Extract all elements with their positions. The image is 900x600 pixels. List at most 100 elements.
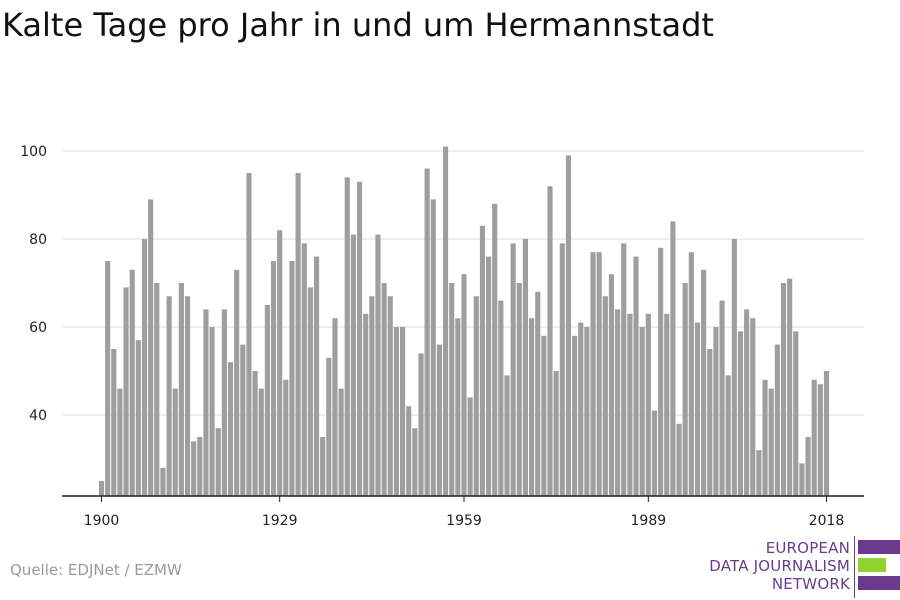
bar: [406, 406, 412, 496]
bar: [615, 309, 621, 496]
bar: [596, 252, 602, 496]
bar: [172, 388, 178, 496]
source-note: Quelle: EDJNet / EZMW: [10, 561, 182, 579]
bar: [676, 423, 682, 496]
bar: [479, 225, 485, 497]
bar: [516, 283, 522, 496]
bar: [713, 327, 719, 496]
bar: [762, 379, 768, 496]
bar: [350, 234, 356, 496]
bar: [541, 335, 547, 496]
logo-text-line3: NETWORK: [771, 575, 850, 593]
y-tick-label: 80: [29, 232, 47, 248]
logo-text-line1: EUROPEAN: [765, 539, 850, 557]
bar: [270, 261, 277, 496]
bar: [529, 318, 535, 496]
bar: [731, 239, 737, 496]
bar: [688, 252, 694, 496]
edjnet-logo[interactable]: EUROPEAN DATA JOURNALISM NETWORK: [700, 536, 900, 598]
bar: [203, 309, 209, 496]
bar: [393, 327, 399, 496]
bar: [780, 283, 787, 496]
bar: [234, 269, 240, 496]
bar: [209, 327, 215, 496]
bar: [498, 300, 504, 496]
bar: [725, 375, 731, 496]
bar: [565, 155, 572, 496]
y-tick-label: 40: [29, 408, 47, 424]
bar: [344, 177, 350, 496]
bar: [399, 327, 406, 496]
bar: [664, 313, 670, 496]
bar: [289, 261, 295, 496]
bar: [277, 230, 283, 496]
bar: [221, 309, 227, 496]
bar: [240, 344, 246, 496]
bar: [750, 318, 756, 496]
bar: [682, 283, 688, 496]
bar: [424, 168, 430, 496]
bar: [252, 371, 258, 496]
bar: [572, 335, 578, 496]
bar: [455, 318, 461, 496]
bar: [123, 287, 129, 496]
bar: [608, 274, 615, 496]
bar: [320, 437, 326, 496]
bar: [283, 379, 289, 496]
bar: [590, 252, 596, 496]
y-tick-label: 100: [20, 144, 47, 160]
bar: [522, 239, 529, 496]
bar: [166, 296, 172, 496]
bar: [332, 318, 338, 496]
bar: [98, 481, 105, 496]
bar: [486, 256, 492, 496]
bar: [823, 371, 830, 496]
logo-bar-top: [858, 540, 900, 554]
bar: [160, 467, 166, 496]
bar: [178, 283, 184, 496]
bar: [129, 269, 135, 496]
bar: [215, 428, 221, 496]
logo-bar-bottom: [858, 576, 900, 590]
bar: [449, 283, 455, 496]
bar: [651, 410, 658, 496]
bar: [301, 243, 307, 496]
bar: [148, 199, 154, 496]
bar: [504, 375, 510, 496]
bar: [768, 388, 774, 496]
bar: [578, 322, 584, 496]
bar: [191, 441, 197, 496]
bar: [694, 322, 701, 496]
y-axis-ticks: 40 60 80 100: [20, 144, 47, 424]
bar: [547, 186, 553, 496]
bar: [744, 309, 750, 496]
bar: [264, 305, 270, 496]
bar: [338, 388, 344, 496]
bar: [645, 313, 651, 496]
bar: [387, 296, 393, 496]
bar: [737, 331, 744, 496]
bar: [246, 173, 252, 496]
bar: [436, 344, 442, 496]
bar: [621, 243, 627, 496]
bar: [381, 283, 387, 496]
bar: [774, 344, 780, 496]
x-axis-ticks: 1900 1929 1959 1989 2018: [84, 496, 845, 529]
bar: [105, 261, 111, 496]
bar: [111, 349, 117, 496]
bar: [627, 313, 633, 496]
bar: [258, 388, 264, 496]
bar: [227, 362, 234, 496]
x-tick-label: 2018: [809, 513, 845, 529]
bar: [719, 300, 725, 496]
bar: [658, 247, 664, 496]
bar: [492, 203, 498, 497]
logo-text-line2: DATA JOURNALISM: [709, 557, 850, 575]
bar: [553, 371, 559, 496]
bar: [559, 243, 565, 496]
bar: [369, 296, 375, 496]
bar: [418, 353, 424, 496]
bar: [117, 388, 123, 496]
bar: [295, 173, 301, 496]
